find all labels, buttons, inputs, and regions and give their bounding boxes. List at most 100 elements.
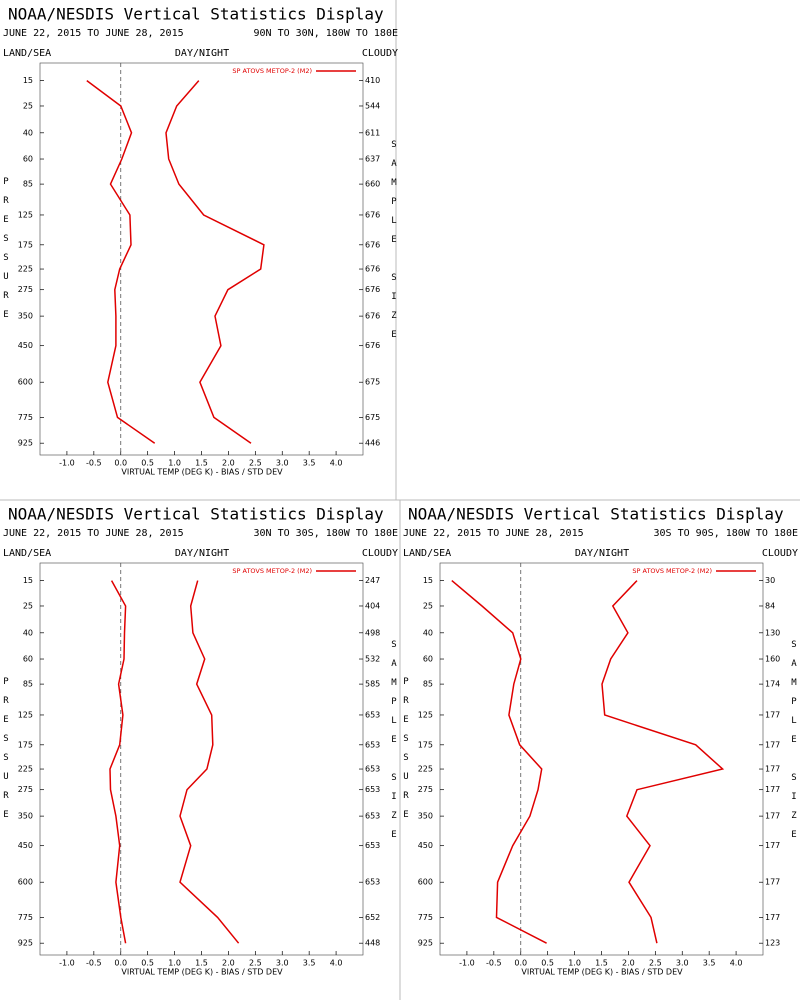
x-tick-label: 1.0 [568,959,581,968]
x-tick-label: 4.0 [330,459,343,468]
y-tick-label: 350 [418,812,433,821]
plot-frame [39,62,364,456]
sample-size-label: 532 [365,655,380,664]
day-night-label: DAY/NIGHT [175,48,229,59]
x-axis-label: VIRTUAL TEMP (DEG K) - BIAS / STD DEV [121,968,283,977]
sample-size-label: 653 [365,878,380,887]
x-tick-label: 1.0 [168,959,181,968]
x-tick-label: 3.0 [276,959,289,968]
y-tick-label: 225 [18,265,33,274]
x-tick-label: 3.5 [303,459,316,468]
sample-size-label: 177 [765,841,780,850]
y-tick-label: 275 [18,285,33,294]
legend-label: SP ATOVS METOP-2 (M2) [232,67,312,75]
sample-size-label: 247 [365,576,380,585]
sample-size-label: 498 [365,628,380,637]
land-sea-label: LAND/SEA [3,48,51,59]
sample-size-label: 675 [365,378,380,387]
x-tick-label: 2.0 [622,959,635,968]
sky-label: CLOUDY [362,548,398,559]
y-tick-label: 175 [18,240,33,249]
y2-axis-label: SAMPLE SIZE [389,640,399,849]
y-tick-label: 60 [23,155,33,164]
x-tick-label: 3.5 [703,959,716,968]
y-tick-label: 775 [418,913,433,922]
sample-size-label: 653 [365,785,380,794]
sample-size-label: 676 [365,210,380,219]
y-tick-label: 40 [23,128,33,137]
y-tick-label: 350 [18,812,33,821]
x-tick-label: 0.0 [114,459,127,468]
sample-size-label: 660 [365,180,380,189]
y-tick-label: 925 [18,939,33,948]
x-tick-label: -1.0 [459,959,475,968]
x-tick-label: 3.0 [676,959,689,968]
y-tick-label: 275 [418,785,433,794]
sample-size-label: 653 [365,710,380,719]
x-tick-label: 4.0 [330,959,343,968]
x-tick-label: 2.5 [249,459,262,468]
x-tick-label: -1.0 [59,459,75,468]
date-range: JUNE 22, 2015 TO JUNE 28, 2015 [403,528,584,539]
sample-size-label: 130 [765,628,780,637]
y-tick-label: 450 [18,341,33,350]
y-tick-label: 25 [423,601,433,610]
sample-size-label: 404 [365,601,380,610]
y-tick-label: 15 [23,576,33,585]
region: 90N TO 30N, 180W TO 180E [254,28,399,39]
sample-size-label: 177 [765,913,780,922]
y-tick-label: 60 [23,655,33,664]
sample-size-label: 653 [365,841,380,850]
sample-size-label: 676 [365,312,380,321]
date-range: JUNE 22, 2015 TO JUNE 28, 2015 [3,28,184,39]
y-tick-label: 225 [418,765,433,774]
sample-size-label: 446 [365,439,380,448]
x-tick-label: 0.5 [141,959,154,968]
y-tick-label: 125 [18,210,33,219]
sample-size-label: 410 [365,76,380,85]
y-tick-label: 925 [18,439,33,448]
x-tick-label: -1.0 [59,959,75,968]
sample-size-label: 30 [765,576,775,585]
sample-size-label: 544 [365,101,380,110]
sky-label: CLOUDY [762,548,798,559]
x-tick-label: 1.5 [595,959,608,968]
x-axis-label: VIRTUAL TEMP (DEG K) - BIAS / STD DEV [521,968,683,977]
y-tick-label: 85 [423,680,433,689]
y-tick-label: 85 [23,680,33,689]
x-axis-label: VIRTUAL TEMP (DEG K) - BIAS / STD DEV [121,468,283,477]
sample-size-label: 676 [365,285,380,294]
x-tick-label: 3.5 [303,959,316,968]
sample-size-label: 174 [765,680,780,689]
y-tick-label: 40 [423,628,433,637]
y-tick-label: 60 [423,655,433,664]
plot-frame [439,562,764,956]
chart-title: NOAA/NESDIS Vertical Statistics Display [8,505,384,524]
date-range: JUNE 22, 2015 TO JUNE 28, 2015 [3,528,184,539]
chart-title: NOAA/NESDIS Vertical Statistics Display [8,5,384,24]
sample-size-label: 177 [765,710,780,719]
y-tick-label: 85 [23,180,33,189]
sample-size-label: 585 [365,680,380,689]
region: 30S TO 90S, 180W TO 180E [654,528,799,539]
x-tick-label: 0.5 [541,959,554,968]
x-tick-label: 3.0 [276,459,289,468]
y-axis-label: PRESSURE [1,677,11,829]
x-tick-label: -0.5 [86,959,102,968]
profile-line [165,80,265,444]
sample-size-label: 160 [765,655,780,664]
y-tick-label: 775 [18,413,33,422]
plot-frame [39,562,364,956]
x-tick-label: 1.5 [195,459,208,468]
y2-axis-label: SAMPLE SIZE [789,640,799,849]
y-tick-label: 125 [418,710,433,719]
y-tick-label: 450 [418,841,433,850]
land-sea-label: LAND/SEA [403,548,451,559]
y-tick-label: 275 [18,785,33,794]
x-tick-label: -0.5 [86,459,102,468]
legend-label: SP ATOVS METOP-2 (M2) [232,567,312,575]
y2-axis-label: SAMPLE SIZE [389,140,399,349]
day-night-label: DAY/NIGHT [575,548,629,559]
y-tick-label: 600 [18,378,33,387]
